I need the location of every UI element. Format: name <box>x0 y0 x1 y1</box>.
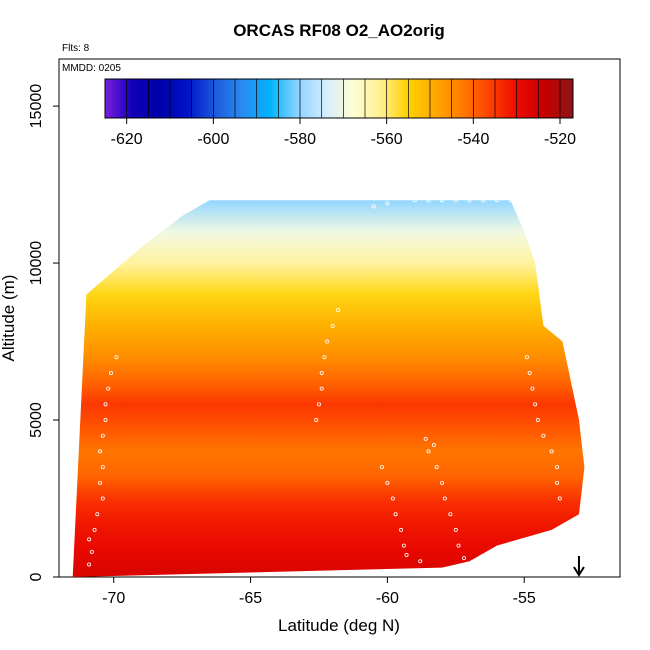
flight-track-point <box>453 527 458 532</box>
flight-track-point <box>89 549 94 554</box>
flight-track-point <box>399 527 404 532</box>
flight-track-point <box>442 496 447 501</box>
colorbar-scale <box>104 78 574 119</box>
arrow-head <box>573 566 585 577</box>
flight-track-point <box>453 198 458 203</box>
flight-track-point <box>87 562 92 567</box>
flight-track-point <box>456 543 461 548</box>
flight-track-point <box>100 496 105 501</box>
flight-track <box>87 198 562 567</box>
flight-track-point <box>371 204 376 209</box>
y-tick-label: 5000 <box>28 402 45 438</box>
flight-track-point <box>385 480 390 485</box>
flight-track-point <box>98 449 103 454</box>
flight-track-point <box>106 386 111 391</box>
heatmap-field <box>72 200 585 577</box>
flight-track-point <box>426 449 431 454</box>
colorbar-tick-label: -580 <box>284 131 316 148</box>
flight-track-point <box>426 198 431 203</box>
flight-track-point <box>431 443 436 448</box>
y-axis: 0 5000 10000 15000 <box>28 84 59 581</box>
plot-frame <box>58 58 621 578</box>
flight-track-point <box>404 553 409 558</box>
flight-track-point <box>103 418 108 423</box>
x-axis-label: Latitude (deg N) <box>278 616 400 635</box>
y-tick-label: 10000 <box>28 241 45 286</box>
flight-track-point <box>530 386 535 391</box>
flight-track-point <box>87 537 92 542</box>
flight-track-point <box>379 465 384 470</box>
flight-track-point <box>549 449 554 454</box>
flight-track-point <box>336 308 341 313</box>
date-annotation: MMDD: 0205 <box>62 63 121 74</box>
flight-track-point <box>508 198 513 203</box>
flight-track-point <box>557 496 562 501</box>
x-tick-label: -65 <box>239 590 262 607</box>
flight-track-point <box>440 480 445 485</box>
flight-track-point <box>555 480 560 485</box>
y-axis-label: Altitude (m) <box>0 275 18 362</box>
x-tick-label: -55 <box>513 590 536 607</box>
chart-title: ORCAS RF08 O2_AO2orig <box>233 21 445 40</box>
colorbar-tick-label: -560 <box>371 131 403 148</box>
flight-track-point <box>434 465 439 470</box>
colorbar-tick-label: -540 <box>457 131 489 148</box>
flight-track-point <box>494 198 499 203</box>
flights-annotation: Flts: 8 <box>62 43 90 54</box>
flight-track-point <box>555 465 560 470</box>
flight-track-point <box>325 339 330 344</box>
flight-track-point <box>314 418 319 423</box>
flight-track-point <box>390 496 395 501</box>
flight-track-point <box>423 436 428 441</box>
x-axis: -70 -65 -60 -55 <box>102 577 536 607</box>
x-tick-label: -60 <box>376 590 399 607</box>
flight-track-point <box>330 323 335 328</box>
flight-track-point <box>319 386 324 391</box>
flight-track-point <box>440 198 445 203</box>
x-tick-label: -70 <box>102 590 125 607</box>
flight-track-point <box>541 433 546 438</box>
flight-track-point <box>524 355 529 360</box>
colorbar-tick-label: -600 <box>197 131 229 148</box>
flight-track-point <box>527 370 532 375</box>
flight-track-point <box>100 433 105 438</box>
flight-track-point <box>100 465 105 470</box>
flight-track-point <box>535 418 540 423</box>
y-tick-label: 15000 <box>28 84 45 129</box>
flight-track-point <box>481 198 486 203</box>
flight-track-point <box>393 512 398 517</box>
flight-track-point <box>385 201 390 206</box>
flight-track-point <box>418 559 423 564</box>
flight-track-point <box>98 480 103 485</box>
flight-track-point <box>103 402 108 407</box>
colorbar: -620 -600 -580 -560 -540 -520 <box>104 78 576 148</box>
flight-track-point <box>401 543 406 548</box>
colorbar-tick-label: -520 <box>544 131 576 148</box>
y-tick-label: 0 <box>28 572 45 581</box>
flight-track-point <box>462 556 467 561</box>
flight-track-point <box>412 198 417 203</box>
down-arrow-icon <box>573 556 585 577</box>
flight-track-point <box>92 527 97 532</box>
flight-track-point <box>95 512 100 517</box>
flight-track-point <box>114 355 119 360</box>
flight-track-point <box>467 198 472 203</box>
flight-track-point <box>533 402 538 407</box>
flight-track-point <box>322 355 327 360</box>
flight-track-point <box>108 370 113 375</box>
flight-track-point <box>448 512 453 517</box>
flight-track-point <box>316 402 321 407</box>
colorbar-tick-label: -620 <box>111 131 143 148</box>
flight-track-point <box>319 370 324 375</box>
